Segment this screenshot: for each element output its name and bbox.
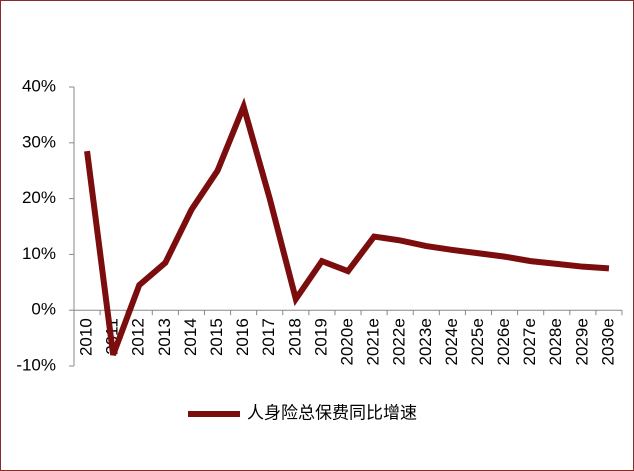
x-tick-label: 2024e [442, 318, 461, 365]
y-tick-label: -10% [16, 355, 56, 374]
x-tick-label: 2029e [572, 318, 591, 365]
x-tick-label: 2030e [598, 318, 617, 365]
x-tick-label: 2014 [181, 318, 200, 356]
line-series [84, 97, 610, 356]
x-tick-label: 2012 [129, 318, 148, 356]
x-tick-label: 2022e [390, 318, 409, 365]
legend-label: 人身险总保费同比增速 [247, 403, 417, 422]
x-tick-label: 2019 [311, 318, 330, 356]
x-tick-label: 2026e [494, 318, 513, 365]
y-tick-label: 0% [31, 300, 56, 319]
x-tick-label: 2017 [259, 318, 278, 356]
x-tick-label: 2025e [468, 318, 487, 365]
x-tick-label: 2028e [546, 318, 565, 365]
x-tick-label: 2027e [520, 318, 539, 365]
y-tick-label: 30% [22, 132, 56, 151]
x-tick-label: 2021e [364, 318, 383, 365]
x-tick-label: 2010 [77, 318, 96, 356]
y-tick-label: 40% [22, 76, 56, 95]
x-tick-label: 2016 [233, 318, 252, 356]
x-tick-label: 2020e [337, 318, 356, 365]
y-tick-label: 10% [22, 244, 56, 263]
x-tick-label: 2018 [285, 318, 304, 356]
x-tick-label: 2013 [155, 318, 174, 356]
x-tick-label: 2015 [207, 318, 226, 356]
x-tick-label: 2023e [416, 318, 435, 365]
y-tick-label: 20% [22, 188, 56, 207]
